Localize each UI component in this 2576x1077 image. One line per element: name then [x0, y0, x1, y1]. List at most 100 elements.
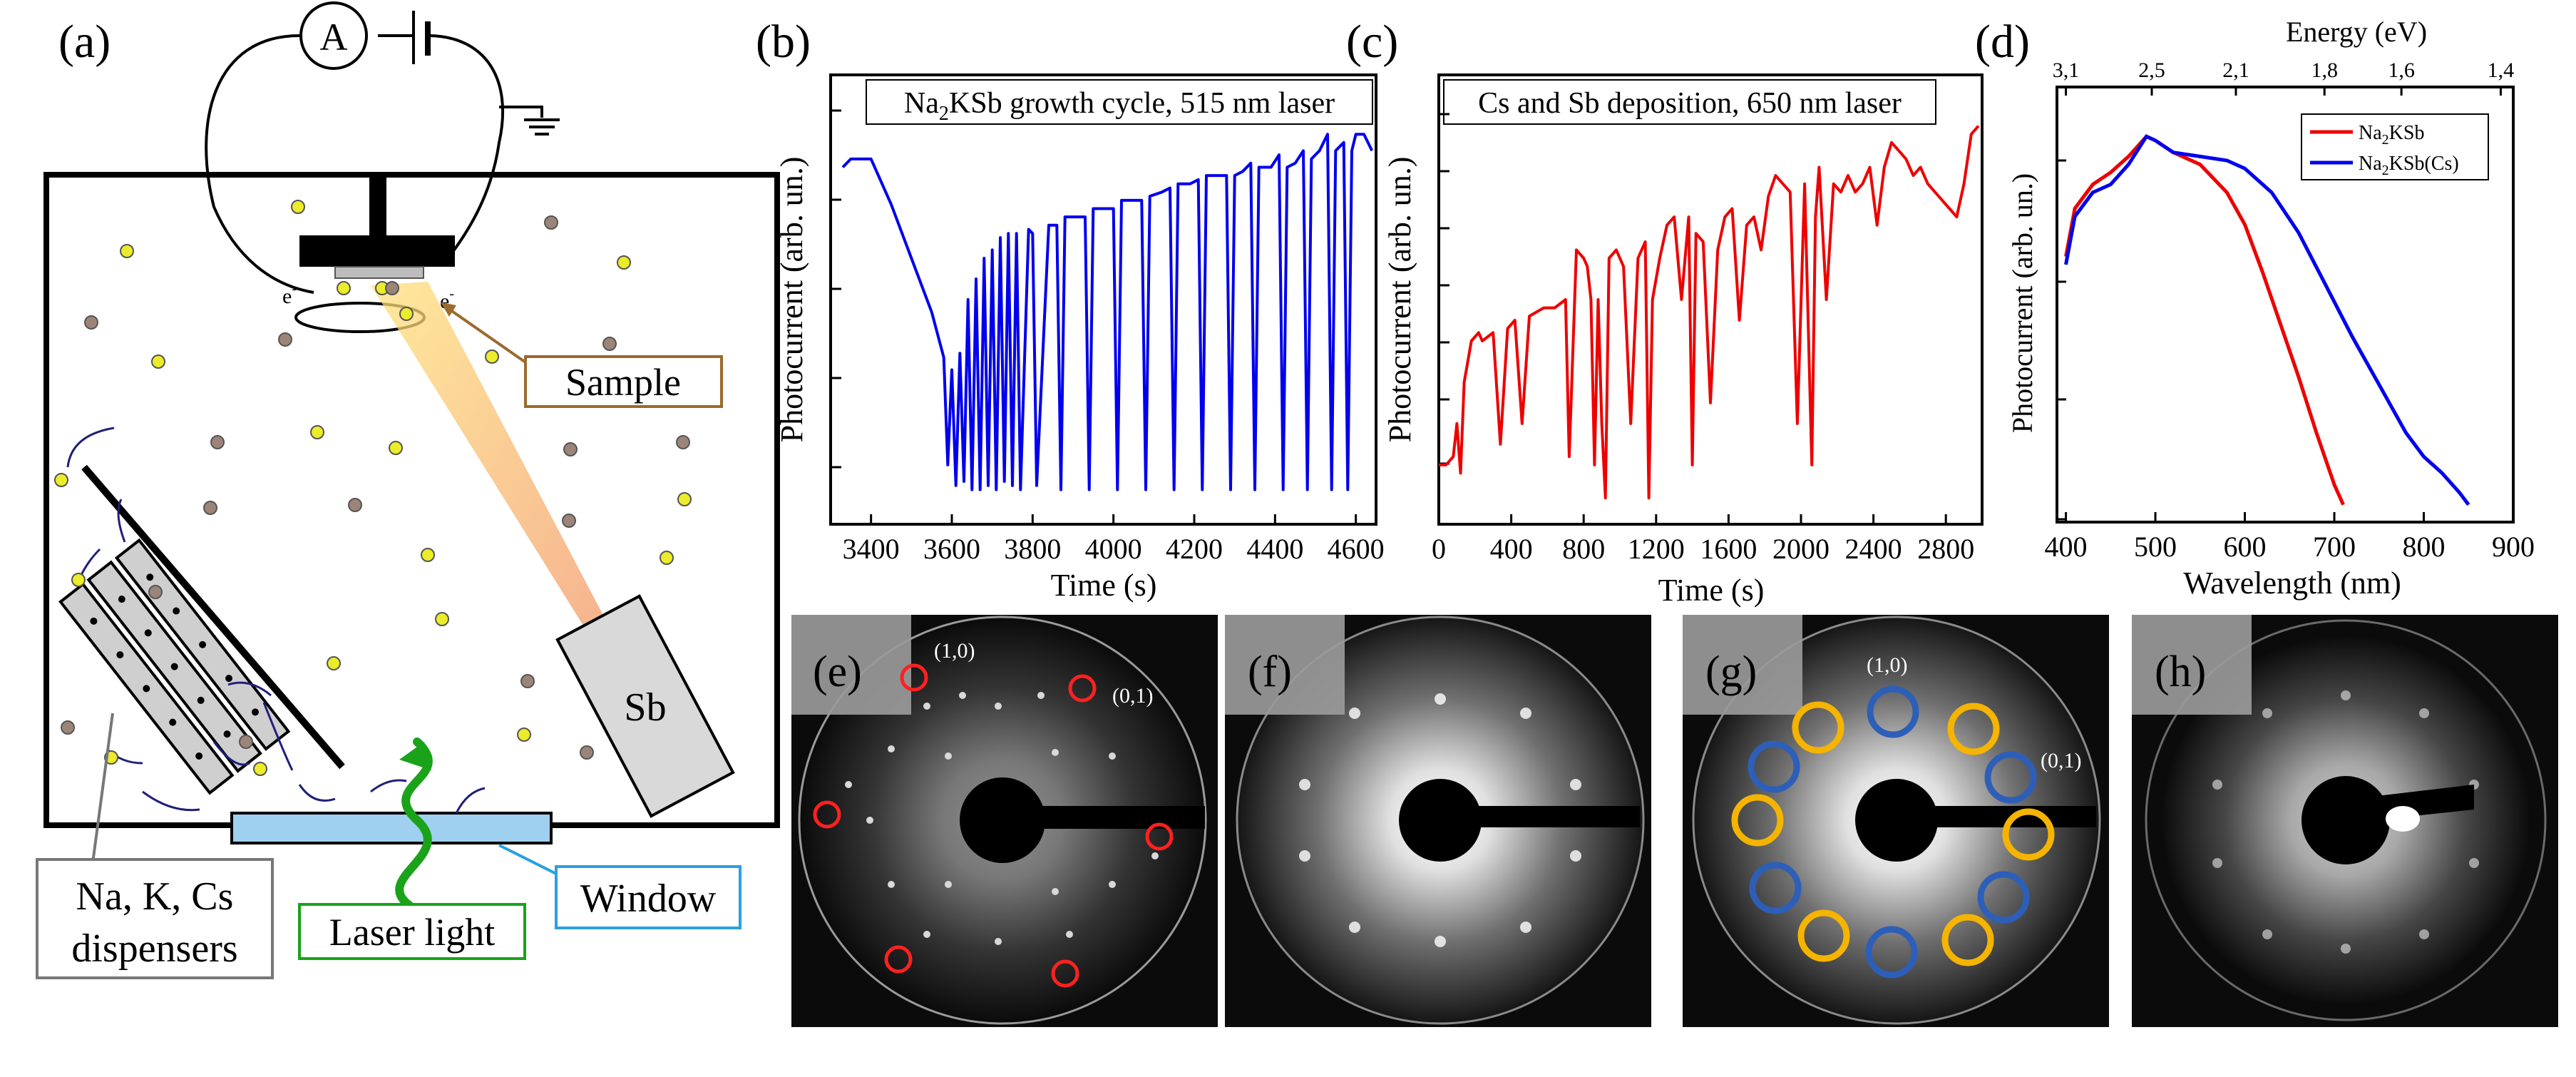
top-tick-label: 1,8: [2311, 58, 2338, 82]
circuit-wire-right: [378, 34, 505, 258]
chart-d-top-axis-label: Energy (eV): [2286, 16, 2427, 48]
leed-g-ring-o1: [1792, 701, 1844, 754]
panel-b: (b) Na2KSb growth cycle, 515 nm laser 34…: [756, 16, 1385, 603]
dispensers-pointer: [91, 713, 114, 864]
laser-label-box: [298, 903, 526, 960]
chart-b-yticks: [831, 109, 841, 469]
leed-g-ring-b3: [1984, 751, 2037, 804]
x-tick-label: 3400: [843, 533, 900, 565]
top-tick-label: 1,6: [2388, 58, 2415, 82]
chart-b-ylabel: Photocurrent (arb. un.): [774, 157, 809, 443]
x-tick-label: 700: [2313, 531, 2356, 563]
chart-b-xlabel: Time (s): [1051, 568, 1157, 603]
x-tick-label: 4200: [1166, 533, 1223, 565]
laser-arrow-head: [399, 742, 431, 770]
panel-label-d: (d): [1975, 16, 2030, 68]
top-tick-label: 3,1: [2053, 58, 2080, 82]
chart-c-xlabel: Time (s): [1658, 573, 1765, 608]
chart-c-title-box: [1443, 79, 1936, 125]
chart-c-ylabel: Photocurrent (arb. un.): [1382, 157, 1417, 443]
leed-g-ring-b5: [1977, 871, 2030, 924]
x-tick-label: 800: [2403, 531, 2446, 563]
leed-g-ring-b1: [1867, 685, 1919, 738]
atoms: [54, 200, 692, 776]
window-pointer: [498, 844, 557, 875]
leed-e-index-b: (0,1): [1112, 684, 1153, 708]
chart-d-xticks: 400 500 600 700 800 900: [2045, 512, 2535, 563]
panel-label-a: (a): [58, 16, 111, 68]
chart-d-series-na2ksb-cs: [2064, 134, 2470, 506]
sample-pointer-head: [441, 302, 456, 317]
leed-e-spot-1: [900, 663, 928, 692]
x-tick-label: 500: [2134, 531, 2177, 563]
x-tick-label: 600: [2224, 531, 2267, 563]
sb-label: Sb: [624, 685, 666, 730]
leed-panel-e: (e) (1,0) (0,1): [791, 615, 1218, 1027]
dispensers-label-2: dispensers: [71, 927, 237, 971]
x-tick-label: 400: [1490, 533, 1533, 565]
leed-e-spot-6: [1051, 959, 1079, 988]
sample-holder-rod: [369, 175, 386, 239]
ammeter-icon: [299, 1, 368, 70]
x-tick-label: 2400: [1845, 533, 1902, 565]
leed-e-spot-5: [884, 945, 913, 974]
leed-panel-h: (h): [2132, 615, 2558, 1027]
sample-pointer: [444, 305, 529, 365]
top-tick-label: 1,4: [2488, 58, 2515, 82]
ground-icon: [524, 118, 560, 136]
leed-g-index-a: (1,0): [1867, 653, 1907, 677]
chart-c-series-line: [1439, 125, 1980, 500]
x-tick-label: 1200: [1628, 533, 1685, 565]
top-tick-label: 2,1: [2222, 58, 2249, 82]
x-tick-label: 4000: [1085, 533, 1142, 565]
chart-b-title-box: [866, 79, 1373, 125]
leed-e-spot-3: [813, 800, 841, 829]
legend-label-na2ksb-cs: Na2KSb(Cs): [2359, 153, 2459, 178]
sample-label: Sample: [565, 361, 681, 404]
sample-label-box: [524, 355, 723, 408]
chart-d-yticks: [2057, 159, 2066, 521]
chart-b-xticks: 3400 3600 3800 4000 4200 4400 4600: [843, 514, 1385, 565]
panel-label-c: (c): [1346, 16, 1398, 68]
leed-label-f: (f): [1248, 648, 1292, 696]
leed-panel-g: (g) (1,0) (0,1): [1683, 615, 2109, 1027]
x-tick-label: 0: [1432, 533, 1446, 565]
sb-source: Sb: [555, 594, 735, 818]
legend-label-na2ksb: Na2KSb: [2359, 122, 2424, 148]
atom-trajectories: [66, 427, 486, 814]
leed-label-g: (g): [1705, 648, 1757, 696]
x-tick-label: 4400: [1246, 533, 1303, 565]
electron-left: e-: [282, 281, 297, 308]
deflector-plate: [81, 464, 345, 770]
chart-b-frame: [829, 73, 1377, 526]
panel-label-b: (b): [756, 16, 811, 68]
ammeter-label: A: [320, 16, 348, 58]
chart-b-series-line: [841, 133, 1374, 491]
leed-g-ring-o5: [1797, 909, 1850, 962]
leed-g-ring-b6: [1865, 926, 1918, 979]
x-tick-label: 800: [1562, 533, 1605, 565]
chart-b-title: Na2KSb growth cycle, 515 nm laser: [904, 87, 1335, 125]
chart-d-xlabel: Wavelength (nm): [2183, 566, 2401, 601]
chart-c-yticks: [1439, 113, 1449, 465]
window: [230, 812, 553, 844]
sample-holder: [299, 235, 455, 267]
leed-e-index-a: (1,0): [934, 639, 975, 663]
window-label: Window: [580, 877, 717, 921]
leed-g-ring-o4: [2002, 808, 2055, 861]
leed-g-ring-o6: [1941, 914, 1994, 966]
chart-c-frame: [1437, 73, 1984, 526]
dispensers-label-box: [36, 858, 274, 979]
leed-g-ring-o3: [1731, 794, 1784, 847]
chart-d-top-ticks: 3,1 2,5 2,1 1,8 1,6 1,4: [2053, 58, 2514, 96]
sample: [334, 266, 424, 279]
x-tick-label: 2800: [1917, 533, 1974, 565]
x-tick-label: 2000: [1772, 533, 1830, 565]
leed-e-spot-2: [1068, 674, 1097, 703]
chart-d-frame: [2056, 86, 2515, 524]
leed-panel-f: (f): [1225, 615, 1651, 1027]
leed-label-h: (h): [2155, 648, 2206, 696]
chart-d-ylabel: Photocurrent (arb. un.): [2006, 173, 2038, 433]
x-tick-label: 4600: [1328, 533, 1385, 565]
